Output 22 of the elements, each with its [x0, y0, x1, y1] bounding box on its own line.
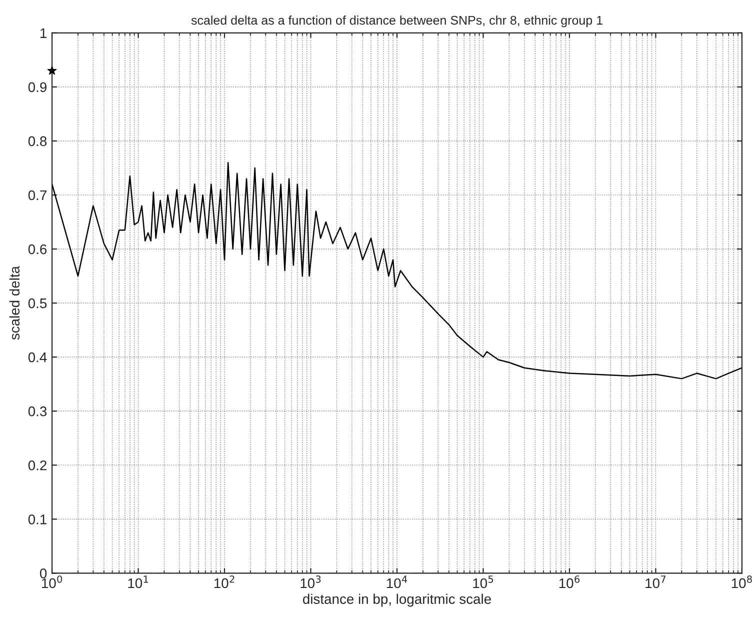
x-tick-label: 10$^{1}$ — [128, 576, 148, 588]
x-tick-label: 10$^{4}$ — [386, 576, 408, 588]
x-tick-label: 10$^{7}$ — [646, 576, 666, 588]
x-tick-label: 10$^{8}$ — [732, 575, 752, 588]
y-tick-label: 0.3 — [28, 406, 47, 416]
y-tick-label: 0.5 — [28, 298, 47, 308]
y-tick-label: 0.8 — [28, 136, 47, 146]
x-tick-label: 10$^{6}$ — [559, 575, 580, 588]
y-tick-label: 0.6 — [28, 244, 47, 254]
y-tick-label: 0.4 — [28, 352, 47, 362]
x-axis-title: distance in bp, logaritmic scale — [303, 594, 491, 607]
y-tick-label: 0 — [40, 568, 47, 578]
chart-title: scaled delta as a function of distance between SNPs, chr 8, ethnic group 1 — [191, 16, 602, 28]
y-tick-label: 0.1 — [28, 514, 46, 524]
y-axis-title: scaled delta — [9, 266, 20, 340]
y-tick-label: 0.9 — [28, 82, 47, 92]
y-tick-label: 0.7 — [28, 190, 46, 200]
y-tick-label: 1 — [40, 28, 46, 38]
x-tick-label: 10$^{5}$ — [473, 576, 494, 588]
x-tick-label: 10$^{2}$ — [214, 575, 234, 588]
x-tick-label: 10$^{3}$ — [300, 575, 321, 588]
y-tick-label: 0.2 — [28, 460, 46, 470]
